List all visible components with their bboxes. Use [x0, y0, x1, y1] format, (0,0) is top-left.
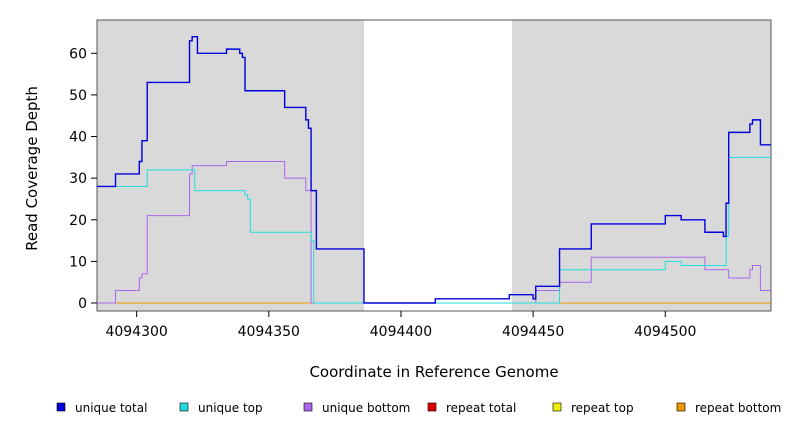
y-tick-label: 60 [69, 46, 87, 62]
legend-swatch-unique-top [179, 402, 189, 412]
y-tick-label: 50 [69, 88, 87, 104]
x-tick-label: 4094500 [634, 324, 696, 340]
y-tick-label: 30 [69, 171, 87, 187]
legend-swatch-repeat-total [427, 402, 437, 412]
legend-label-repeat-total: repeat total [446, 401, 516, 415]
y-tick-label: 20 [69, 213, 87, 229]
series-line-unique-total [97, 35, 771, 304]
y-tick-label: 40 [69, 130, 87, 146]
legend-label-repeat-bottom: repeat bottom [695, 401, 781, 415]
legend-swatch-unique-bottom [303, 402, 313, 412]
plot-frame [96, 19, 772, 312]
x-tick-label: 4094300 [105, 324, 167, 340]
legend-label-unique-total: unique total [75, 401, 147, 415]
legend-swatch-repeat-bottom [676, 402, 686, 412]
axes: 0 10 20 30 40 50 60 4094300 4094350 4094400 409445… [69, 46, 696, 340]
series-lines [97, 35, 771, 304]
shaded-regions [97, 20, 771, 311]
y-axis-title: Read Coverage Depth [23, 86, 41, 251]
legend: unique total unique top unique bottom repea… [56, 401, 781, 415]
shaded-region-1 [511, 20, 771, 311]
x-tick-label: 4094450 [502, 324, 564, 340]
legend-swatch-unique-total [56, 402, 66, 412]
x-tick-label: 4094350 [238, 324, 300, 340]
legend-label-unique-bottom: unique bottom [322, 401, 410, 415]
legend-label-repeat-top: repeat top [571, 401, 634, 415]
x-tick-label: 4094400 [370, 324, 432, 340]
y-tick-label: 10 [69, 254, 87, 270]
legend-swatch-repeat-top [552, 402, 562, 412]
shaded-region-0 [97, 20, 364, 311]
y-tick-label: 0 [78, 296, 87, 312]
legend-label-unique-top: unique top [198, 401, 263, 415]
x-axis-title: Coordinate in Reference Genome [309, 363, 558, 381]
